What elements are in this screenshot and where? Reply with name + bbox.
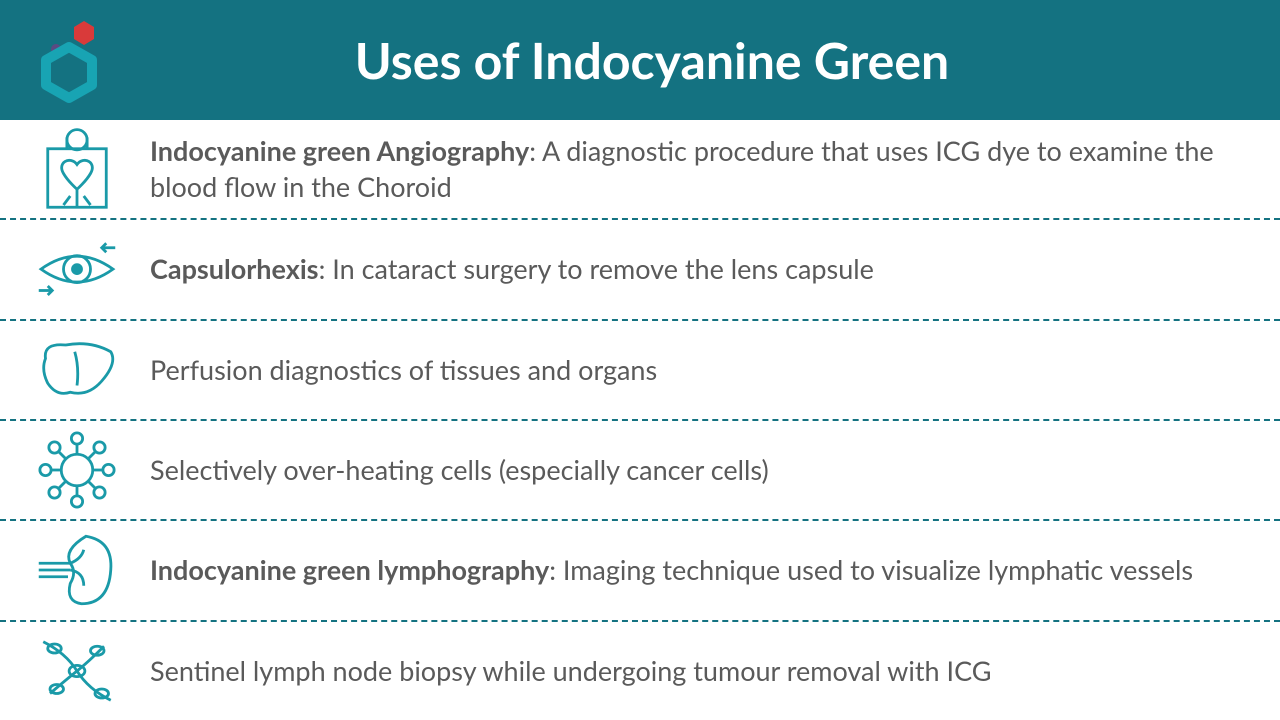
item-bold: Indocyanine green lymphography [150, 553, 549, 586]
list-item-text: Indocyanine green Angiography: A diagnos… [122, 133, 1256, 206]
list-item: Perfusion diagnostics of tissues and org… [0, 321, 1280, 421]
list-item: Sentinel lymph node biopsy while undergo… [0, 622, 1280, 720]
item-desc: Selectively over-heating cells (especial… [150, 453, 769, 486]
item-bold: Indocyanine green Angiography [150, 134, 529, 167]
item-sep: : [319, 252, 333, 285]
list-item: Indocyanine green lymphography: Imaging … [0, 521, 1280, 621]
eye-icon [32, 229, 122, 309]
list-item: Indocyanine green Angiography: A diagnos… [0, 120, 1280, 220]
list-item-text: Perfusion diagnostics of tissues and org… [122, 352, 657, 388]
list-item-text: Capsulorhexis: In cataract surgery to re… [122, 251, 874, 287]
item-sep: : [549, 553, 563, 586]
item-sep: : [529, 134, 542, 167]
logo-icon [24, 15, 114, 105]
liver-icon [32, 330, 122, 410]
page-title: Uses of Indocyanine Green [134, 30, 1280, 90]
item-desc: Imaging technique used to visualize lymp… [563, 553, 1193, 586]
lymph-nodes-icon [32, 631, 122, 711]
item-desc: In cataract surgery to remove the lens c… [332, 252, 874, 285]
item-bold: Capsulorhexis [150, 252, 319, 285]
list-item-text: Selectively over-heating cells (especial… [122, 452, 769, 488]
angiography-icon [32, 129, 122, 209]
list-item-text: Sentinel lymph node biopsy while undergo… [122, 653, 991, 689]
kidney-icon [32, 530, 122, 610]
uses-list: Indocyanine green Angiography: A diagnos… [0, 120, 1280, 720]
header: Uses of Indocyanine Green [0, 0, 1280, 120]
list-item: Selectively over-heating cells (especial… [0, 421, 1280, 521]
item-desc: Sentinel lymph node biopsy while undergo… [150, 654, 991, 687]
list-item-text: Indocyanine green lymphography: Imaging … [122, 552, 1193, 588]
cell-icon [32, 430, 122, 510]
item-desc: Perfusion diagnostics of tissues and org… [150, 353, 657, 386]
list-item: Capsulorhexis: In cataract surgery to re… [0, 220, 1280, 320]
